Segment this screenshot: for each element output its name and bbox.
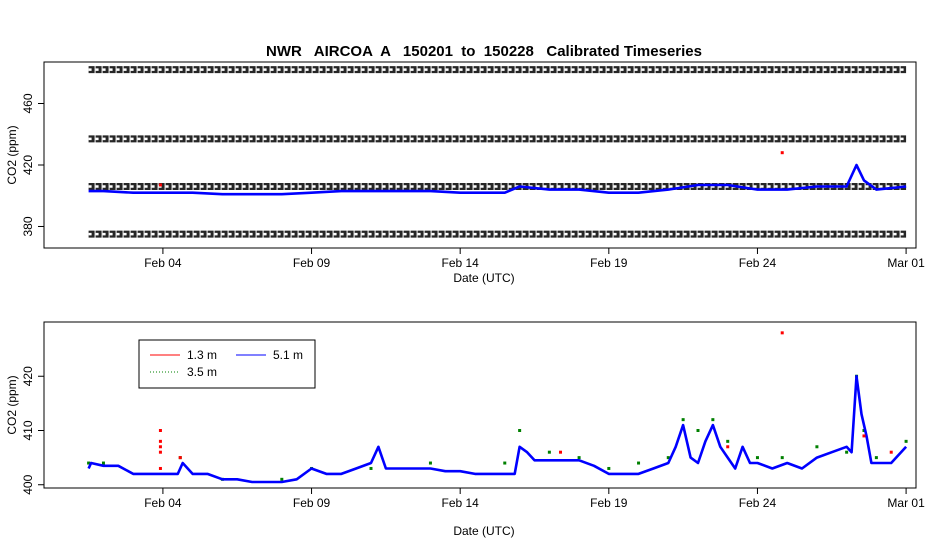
data-point bbox=[726, 439, 730, 443]
top-x-axis: Feb 04 Feb 09 Feb 14 Feb 19 Feb 24 Mar 01 bbox=[144, 248, 925, 270]
data-point bbox=[101, 461, 105, 465]
data-point bbox=[889, 450, 893, 454]
y-tick-label: 380 bbox=[21, 216, 35, 236]
x-tick-label: Feb 04 bbox=[144, 496, 182, 510]
data-point bbox=[369, 466, 373, 470]
data-point bbox=[547, 450, 551, 454]
data-point bbox=[711, 418, 715, 422]
legend-label-1-3m: 1.3 m bbox=[187, 348, 217, 362]
data-point bbox=[518, 428, 522, 432]
top-plot-frame bbox=[43, 61, 917, 249]
data-point bbox=[780, 151, 784, 155]
data-point bbox=[780, 456, 784, 460]
x-tick-label: Feb 04 bbox=[144, 256, 182, 270]
data-point bbox=[158, 439, 162, 443]
data-point bbox=[696, 428, 700, 432]
data-point bbox=[607, 466, 611, 470]
y-tick-label: 410 bbox=[21, 420, 35, 440]
data-point bbox=[815, 445, 819, 449]
x-tick-label: Feb 14 bbox=[442, 496, 480, 510]
bottom-y-axis-label: CO2 (ppm) bbox=[5, 375, 19, 434]
x-tick-label: Mar 01 bbox=[887, 496, 925, 510]
bottom-y-axis: 400 410 420 bbox=[21, 366, 44, 495]
data-point bbox=[904, 439, 908, 443]
data-point bbox=[158, 445, 162, 449]
data-point bbox=[726, 445, 730, 449]
bottom-x-axis: Feb 04 Feb 09 Feb 14 Feb 19 Feb 24 Mar 01 bbox=[144, 488, 925, 510]
data-point bbox=[559, 450, 563, 454]
y-tick-label: 420 bbox=[21, 366, 35, 386]
top-x-axis-label: Date (UTC) bbox=[453, 271, 514, 285]
data-point bbox=[780, 331, 784, 335]
data-point bbox=[178, 456, 182, 460]
top-plot-marks bbox=[88, 66, 907, 238]
x-tick-label: Feb 19 bbox=[590, 496, 628, 510]
data-point bbox=[862, 434, 866, 438]
data-point bbox=[428, 461, 432, 465]
top-y-axis-label: CO2 (ppm) bbox=[5, 125, 19, 184]
data-point bbox=[503, 461, 507, 465]
data-point bbox=[681, 418, 685, 422]
data-point bbox=[666, 456, 670, 460]
figure-title: NWR AIRCOA A 150201 to 150228 Calibrated… bbox=[266, 43, 702, 60]
data-point bbox=[158, 450, 162, 454]
y-tick-label: 420 bbox=[21, 155, 35, 175]
data-point bbox=[158, 466, 162, 470]
x-tick-label: Feb 24 bbox=[739, 496, 777, 510]
x-tick-label: Feb 09 bbox=[293, 496, 331, 510]
x-tick-label: Feb 09 bbox=[293, 256, 331, 270]
series-line bbox=[88, 163, 907, 196]
top-panel: Feb 04 Feb 09 Feb 14 Feb 19 Feb 24 Mar 01 380… bbox=[5, 61, 925, 285]
x-tick-label: Feb 19 bbox=[590, 256, 628, 270]
bottom-x-axis-label: Date (UTC) bbox=[453, 524, 514, 538]
legend-label-5-1m: 5.1 m bbox=[273, 348, 303, 362]
top-y-axis: 380 420 460 bbox=[21, 93, 44, 236]
data-point bbox=[158, 428, 162, 432]
data-point bbox=[577, 456, 581, 460]
legend-box bbox=[138, 339, 316, 389]
series-line bbox=[87, 374, 908, 484]
bottom-panel: Feb 04 Feb 09 Feb 14 Feb 19 Feb 24 Mar 01 400… bbox=[5, 321, 925, 538]
legend-label-3-5m: 3.5 m bbox=[187, 365, 217, 379]
data-point bbox=[158, 183, 162, 187]
x-tick-label: Feb 24 bbox=[739, 256, 777, 270]
y-tick-label: 400 bbox=[21, 474, 35, 494]
data-point bbox=[87, 461, 91, 465]
data-point bbox=[280, 477, 284, 481]
data-point bbox=[845, 450, 849, 454]
y-tick-label: 460 bbox=[21, 93, 35, 113]
x-tick-label: Mar 01 bbox=[887, 256, 925, 270]
bottom-plot-marks bbox=[87, 331, 908, 484]
data-point bbox=[755, 456, 759, 460]
x-tick-label: Feb 14 bbox=[442, 256, 480, 270]
data-point bbox=[637, 461, 641, 465]
data-point bbox=[874, 456, 878, 460]
legend: 1.3 m 5.1 m 3.5 m bbox=[138, 339, 316, 389]
bottom-plot-frame bbox=[43, 321, 917, 489]
